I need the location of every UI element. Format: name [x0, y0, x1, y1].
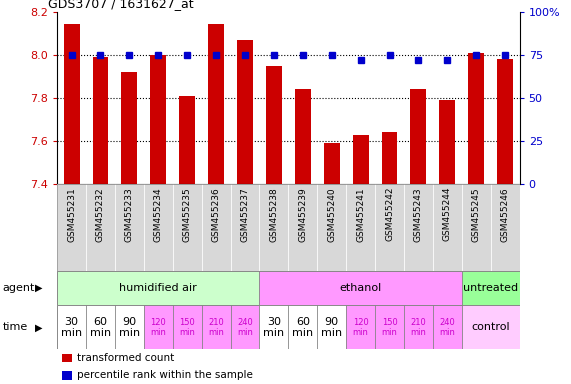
- Text: humidified air: humidified air: [119, 283, 197, 293]
- Bar: [288, 184, 317, 271]
- Bar: [317, 184, 346, 271]
- Bar: [259, 184, 288, 271]
- Bar: [122, 72, 137, 184]
- Text: ▶: ▶: [35, 322, 43, 333]
- Text: GDS3707 / 1631627_at: GDS3707 / 1631627_at: [48, 0, 194, 10]
- Text: GSM455235: GSM455235: [183, 187, 192, 242]
- Bar: [202, 184, 231, 271]
- Text: GSM455234: GSM455234: [154, 187, 163, 242]
- Text: 120
min: 120 min: [150, 318, 166, 337]
- Text: GSM455238: GSM455238: [270, 187, 279, 242]
- Text: 60
min: 60 min: [292, 317, 313, 338]
- Text: percentile rank within the sample: percentile rank within the sample: [77, 370, 252, 381]
- Text: GSM455246: GSM455246: [501, 187, 510, 242]
- Text: 30
min: 30 min: [263, 317, 284, 338]
- Text: 30
min: 30 min: [61, 317, 82, 338]
- Text: 210
min: 210 min: [208, 318, 224, 337]
- Text: 90
min: 90 min: [321, 317, 342, 338]
- Text: control: control: [472, 322, 510, 333]
- Bar: [468, 53, 484, 184]
- Bar: [490, 184, 520, 271]
- Bar: [115, 184, 144, 271]
- Bar: [259, 271, 462, 305]
- Bar: [86, 305, 115, 349]
- Bar: [433, 184, 462, 271]
- Bar: [259, 305, 288, 349]
- Text: GSM455244: GSM455244: [443, 187, 452, 242]
- Bar: [57, 305, 86, 349]
- Bar: [231, 184, 259, 271]
- Bar: [208, 25, 224, 184]
- Bar: [404, 184, 433, 271]
- Text: ▶: ▶: [35, 283, 43, 293]
- Text: transformed count: transformed count: [77, 353, 174, 363]
- Bar: [62, 354, 72, 362]
- Bar: [202, 305, 231, 349]
- Text: 60
min: 60 min: [90, 317, 111, 338]
- Bar: [497, 59, 513, 184]
- Bar: [237, 40, 253, 184]
- Bar: [57, 184, 86, 271]
- Text: time: time: [3, 322, 28, 333]
- Bar: [346, 184, 375, 271]
- Bar: [404, 305, 433, 349]
- Text: 240
min: 240 min: [237, 318, 253, 337]
- Bar: [62, 371, 72, 379]
- Text: 150
min: 150 min: [179, 318, 195, 337]
- Text: GSM455231: GSM455231: [67, 187, 76, 242]
- Bar: [375, 184, 404, 271]
- Bar: [317, 305, 346, 349]
- Text: untreated: untreated: [463, 283, 518, 293]
- Bar: [324, 143, 340, 184]
- Bar: [295, 89, 311, 184]
- Bar: [144, 305, 173, 349]
- Bar: [179, 96, 195, 184]
- Text: GSM455245: GSM455245: [472, 187, 481, 242]
- Text: agent: agent: [3, 283, 35, 293]
- Text: GSM455233: GSM455233: [125, 187, 134, 242]
- Bar: [375, 305, 404, 349]
- Bar: [172, 184, 202, 271]
- Bar: [440, 100, 455, 184]
- Bar: [86, 184, 115, 271]
- Bar: [462, 305, 520, 349]
- Bar: [150, 55, 166, 184]
- Text: 90
min: 90 min: [119, 317, 140, 338]
- Text: ethanol: ethanol: [340, 283, 382, 293]
- Bar: [115, 305, 144, 349]
- Bar: [266, 66, 282, 184]
- Text: GSM455237: GSM455237: [240, 187, 250, 242]
- Bar: [288, 305, 317, 349]
- Text: 240
min: 240 min: [440, 318, 455, 337]
- Bar: [144, 184, 173, 271]
- Bar: [346, 305, 375, 349]
- Text: GSM455243: GSM455243: [414, 187, 423, 242]
- Bar: [353, 135, 368, 184]
- Text: 150
min: 150 min: [381, 318, 397, 337]
- Bar: [381, 132, 397, 184]
- Bar: [433, 305, 462, 349]
- Text: GSM455242: GSM455242: [385, 187, 394, 242]
- Text: GSM455236: GSM455236: [212, 187, 220, 242]
- Bar: [63, 25, 79, 184]
- Bar: [462, 184, 490, 271]
- Bar: [93, 57, 108, 184]
- Text: 210
min: 210 min: [411, 318, 427, 337]
- Bar: [57, 271, 259, 305]
- Text: 120
min: 120 min: [353, 318, 368, 337]
- Bar: [462, 271, 520, 305]
- Text: GSM455240: GSM455240: [327, 187, 336, 242]
- Bar: [231, 305, 259, 349]
- Text: GSM455239: GSM455239: [298, 187, 307, 242]
- Bar: [172, 305, 202, 349]
- Bar: [411, 89, 427, 184]
- Text: GSM455241: GSM455241: [356, 187, 365, 242]
- Text: GSM455232: GSM455232: [96, 187, 105, 242]
